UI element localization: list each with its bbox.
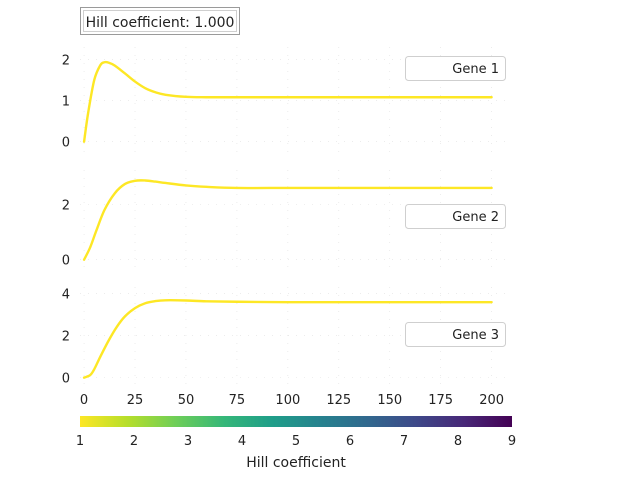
legend: Gene 2: [405, 204, 506, 229]
y-tick-label: 2: [62, 53, 70, 68]
colorbar-label: Hill coefficient: [246, 455, 346, 471]
x-tick-label: 50: [178, 393, 195, 408]
legend: Gene 1: [405, 56, 506, 81]
hill-coefficient-label: Hill coefficient: 1.000: [80, 7, 240, 35]
hill-coefficient-label-frame: Hill coefficient: 1.000: [83, 10, 237, 32]
y-tick-label: 2: [62, 329, 70, 344]
series-line-gene-1: [82, 60, 493, 143]
colorbar-tick-label: 1: [76, 434, 84, 449]
series-line-gene-3: [82, 299, 493, 379]
y-tick-label: 1: [62, 95, 70, 110]
gene-panel-1: 0 1 2 Gene 1: [62, 47, 512, 152]
series-line-gene-2: [82, 179, 493, 261]
x-tick-label: 25: [127, 393, 144, 408]
y-tick-label: 4: [62, 287, 70, 302]
colorbar-tick-label: 5: [292, 434, 300, 449]
legend-label: Gene 2: [452, 210, 499, 225]
colorbar-tick-label: 2: [130, 434, 138, 449]
x-tick-label: 75: [229, 393, 246, 408]
legend-frame: [405, 56, 506, 81]
x-tick-label: 150: [377, 393, 402, 408]
y-tick-label: 0: [62, 254, 70, 269]
colorbar-gradient: [80, 416, 512, 427]
y-tick-label: 0: [62, 372, 70, 387]
colorbar-tick-label: 4: [238, 434, 246, 449]
x-tick-label: 0: [80, 393, 88, 408]
legend-label: Gene 1: [452, 62, 499, 77]
colorbar: 1 2 3 4 5 6 7 8 9 Hill coefficient: [76, 416, 516, 471]
legend: Gene 3: [405, 322, 506, 347]
y-tick-label: 0: [62, 136, 70, 151]
gene-panel-3: 0 2 4 0 25 50 75 100 125 150 175 200 Gene 3: [62, 287, 512, 408]
x-tick-label: 100: [275, 393, 300, 408]
colorbar-tick-label: 7: [400, 434, 408, 449]
x-tick-label: 175: [428, 393, 453, 408]
x-tick-label: 200: [479, 393, 504, 408]
colorbar-tick-label: 9: [508, 434, 516, 449]
legend-frame: [405, 204, 506, 229]
legend-frame: [405, 322, 506, 347]
legend-label: Gene 3: [452, 328, 499, 343]
y-tick-label: 2: [62, 199, 70, 214]
x-tick-label: 125: [326, 393, 351, 408]
colorbar-tick-label: 3: [184, 434, 192, 449]
hill-coefficient-text: Hill coefficient: 1.000: [85, 15, 235, 31]
colorbar-tick-label: 6: [346, 434, 354, 449]
gene-panel-2: 0 2 Gene 2: [62, 170, 512, 269]
colorbar-tick-label: 8: [454, 434, 462, 449]
